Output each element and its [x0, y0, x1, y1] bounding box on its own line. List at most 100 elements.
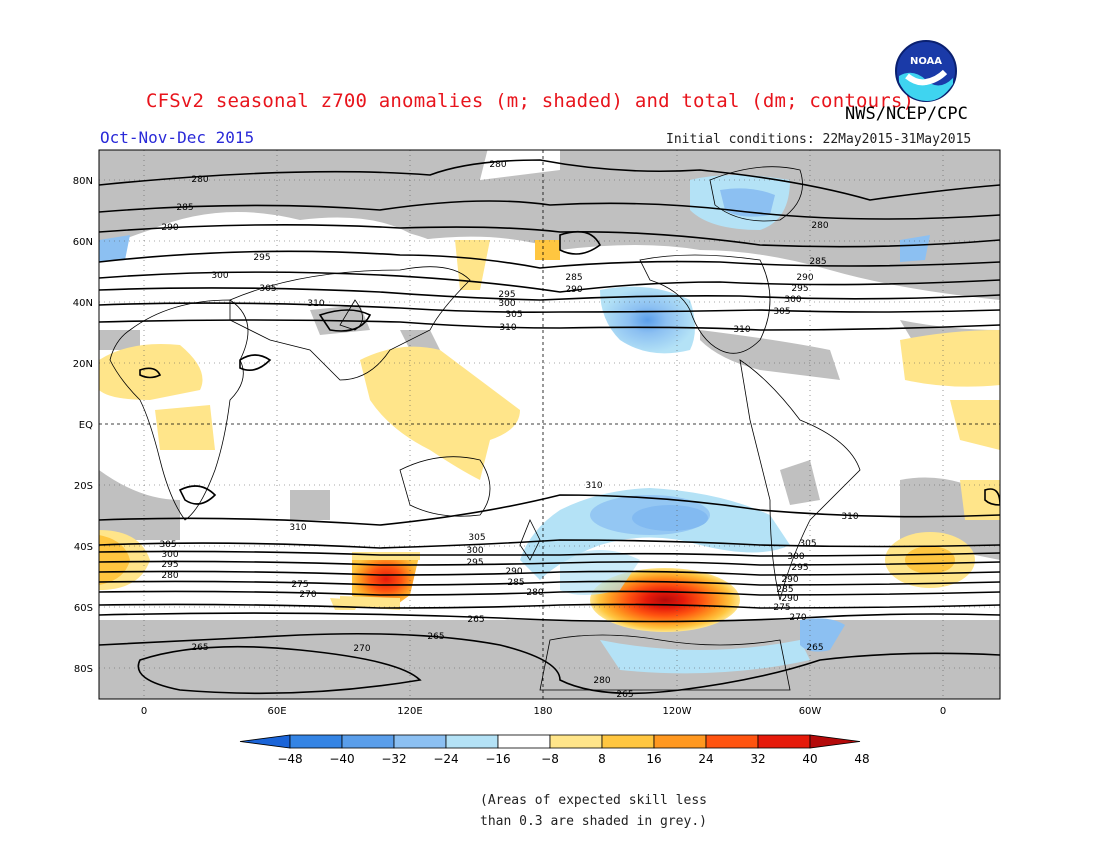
contour-label: 285: [565, 273, 582, 283]
latitude-labels: 80N 60N 40N 20N EQ 20S 40S 60S 80S: [73, 176, 93, 675]
contour-label: 290: [505, 567, 522, 577]
season-label: Oct-Nov-Dec 2015: [100, 128, 255, 147]
skill-footnote: (Areas of expected skill less than 0.3 a…: [480, 790, 707, 832]
contour-label: 295: [791, 563, 808, 573]
contour-label: 305: [468, 533, 485, 543]
colorbar-swatch: [289, 734, 343, 749]
colorbar-tick-label: 40: [802, 752, 817, 766]
lon-label: 120E: [397, 706, 422, 717]
lat-label: 40S: [74, 542, 93, 553]
lat-label: 60N: [73, 237, 93, 248]
colorbar-arrow-left: [239, 734, 291, 749]
map-title: CFSv2 seasonal z700 anomalies (m; shaded…: [146, 90, 915, 112]
colorbar-swatch: [393, 734, 447, 749]
contour-label: 265: [806, 643, 823, 653]
contour-label: 295: [791, 284, 808, 294]
contour-label: 300: [784, 295, 801, 305]
initial-conditions-label: Initial conditions: 22May2015-31May2015: [666, 132, 972, 147]
contour-label: 310: [499, 323, 516, 333]
footnote-line-2: than 0.3 are shaded in grey.): [480, 814, 707, 829]
lon-label: 0: [940, 706, 946, 717]
contour-label: 265: [616, 690, 633, 700]
contour-label: 290: [781, 594, 798, 604]
colorbar-tick-label: −48: [277, 752, 302, 766]
contour-label: 280: [593, 676, 610, 686]
contour-label: 290: [781, 575, 798, 585]
colorbar-swatch: [601, 734, 655, 749]
noaa-logo-text: NOAA: [910, 56, 942, 67]
contour-label: 275: [291, 580, 308, 590]
lon-label: 60E: [267, 706, 286, 717]
lon-label: 120W: [663, 706, 692, 717]
colorbar-swatch: [549, 734, 603, 749]
contour-label: 295: [498, 290, 515, 300]
contour-label: 280: [526, 588, 543, 598]
contour-label: 275: [773, 603, 790, 613]
contour-label: 300: [161, 550, 178, 560]
colorbar-tick-label: −40: [329, 752, 354, 766]
lon-label: 60W: [799, 706, 822, 717]
lon-label: 180: [533, 706, 552, 717]
colorbar: −48 −40 −32 −24 −16 −8 8 16 24 32 40 48: [239, 734, 870, 766]
contour-label: 305: [159, 540, 176, 550]
noaa-logo: NOAA: [895, 40, 957, 102]
contour-label: 280: [489, 160, 506, 170]
contour-label: 270: [353, 644, 370, 654]
contour-label: 270: [789, 613, 806, 623]
contour-label: 305: [773, 307, 790, 317]
contour-label: 285: [176, 203, 193, 213]
longitude-labels: 0 60E 120E 180 120W 60W 0: [141, 706, 946, 717]
contour-label: 285: [776, 585, 793, 595]
contour-label: 305: [259, 284, 276, 294]
colorbar-swatch: [653, 734, 707, 749]
contour-label: 310: [733, 325, 750, 335]
contour-label: 295: [253, 253, 270, 263]
contour-label: 290: [161, 223, 178, 233]
colorbar-swatch: [705, 734, 759, 749]
lat-label: 40N: [73, 298, 93, 309]
gridlines: [99, 150, 1000, 699]
lat-label: 80N: [73, 176, 93, 187]
colorbar-swatch: [445, 734, 499, 749]
contour-label: 265: [427, 632, 444, 642]
contour-label: 285: [507, 578, 524, 588]
contour-label: 300: [498, 299, 515, 309]
colorbar-tick-label: −16: [485, 752, 510, 766]
lon-label: 0: [141, 706, 147, 717]
colorbar-tick-label: −8: [541, 752, 559, 766]
negative-anomalies: [99, 175, 930, 674]
contour-labels: 280 280 285 280 290 295 285 285 290 290 …: [159, 160, 858, 700]
colorbar-tick-label: 32: [750, 752, 765, 766]
contour-label: 310: [585, 481, 602, 491]
colorbar-swatch: [757, 734, 811, 749]
map-panel: 280 280 285 280 290 295 285 285 290 290 …: [99, 150, 1000, 700]
lat-label: EQ: [79, 420, 93, 431]
contour-label: 265: [191, 643, 208, 653]
contour-label: 280: [161, 571, 178, 581]
contour-label: 290: [796, 273, 813, 283]
contour-label: 270: [299, 590, 316, 600]
contour-label: 285: [809, 257, 826, 267]
contour-label: 310: [307, 299, 324, 309]
lat-label: 20N: [73, 359, 93, 370]
lat-label: 60S: [74, 603, 93, 614]
colorbar-tick-label: 48: [854, 752, 869, 766]
contour-label: 290: [565, 285, 582, 295]
colorbar-arrow-right: [809, 734, 861, 749]
colorbar-tick-label: −32: [381, 752, 406, 766]
contour-label: 280: [191, 175, 208, 185]
colorbar-tick-label: 16: [646, 752, 661, 766]
contour-label: 305: [505, 310, 522, 320]
colorbar-swatch: [497, 734, 551, 749]
contour-label: 300: [466, 546, 483, 556]
contour-label: 265: [467, 615, 484, 625]
contour-label: 300: [211, 271, 228, 281]
colorbar-tick-label: −24: [433, 752, 458, 766]
contour-label: 295: [466, 558, 483, 568]
height-contours: [99, 159, 1000, 695]
contour-label: 310: [841, 512, 858, 522]
contour-label: 300: [787, 552, 804, 562]
footnote-line-1: (Areas of expected skill less: [480, 793, 707, 808]
contour-label: 295: [161, 560, 178, 570]
